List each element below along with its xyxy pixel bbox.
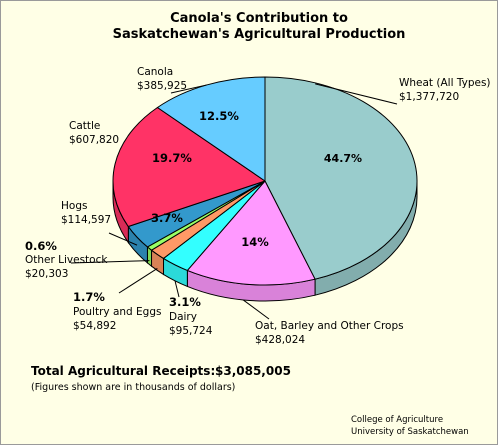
total-value: $3,085,005 [215, 364, 291, 378]
dairy-percent: 3.1% [169, 295, 201, 309]
pie-slice-wheat-all-types [264, 76, 418, 280]
wheat-value: $1,377,720 [399, 91, 459, 103]
leader-line-wheat [315, 83, 398, 105]
other-crops-name: Oat, Barley and Other Crops [255, 320, 404, 332]
credit-line-1: College of Agriculture [351, 415, 443, 425]
cattle-name: Cattle [69, 120, 100, 132]
chart-title-line-2: Saskatchewan's Agricultural Production [113, 27, 406, 42]
canola-value: $385,925 [137, 80, 187, 92]
total-label: Total Agricultural Receipts: [31, 364, 215, 378]
leader-line-dairy [174, 280, 180, 298]
leader-line-canola [170, 84, 207, 94]
hogs-name: Hogs [61, 200, 87, 212]
cattle-value: $607,820 [69, 134, 119, 146]
leader-line-poultry [118, 267, 158, 294]
other-livestock-value: $20,303 [25, 268, 68, 280]
poultry-name: Poultry and Eggs [73, 306, 161, 318]
dairy-name: Dairy [169, 311, 197, 323]
other-crops-value: $428,024 [255, 334, 305, 346]
canola-name: Canola [137, 66, 173, 78]
leader-lines [70, 83, 398, 320]
leader-line-hogs [108, 232, 138, 246]
other-crops-percent: 14% [241, 235, 269, 249]
hogs-value: $114,597 [61, 214, 111, 226]
cattle-percent: 19.7% [152, 151, 192, 165]
figures-note: (Figures shown are in thousands of dolla… [31, 382, 235, 393]
hogs-percent: 3.7% [151, 211, 183, 225]
poultry-value: $54,892 [73, 320, 116, 332]
leader-line-other-crops [242, 299, 270, 320]
other-livestock-name: Other Livestock [25, 254, 108, 266]
other-livestock-percent: 0.6% [25, 239, 57, 253]
leader-line-other-livestock [70, 260, 150, 264]
wheat-name: Wheat (All Types) [399, 77, 491, 89]
pie-tops [112, 76, 418, 286]
dairy-value: $95,724 [169, 325, 213, 337]
poultry-percent: 1.7% [73, 290, 105, 304]
chart-title-line-1: Canola's Contribution to [170, 11, 348, 26]
pie-slice-cattle [112, 107, 266, 228]
wheat-percent: 44.7% [324, 152, 362, 165]
credit-line-2: University of Saskatchewan [351, 427, 469, 437]
canola-percent: 12.5% [199, 109, 239, 123]
pie-slice-oat-barley-and-other-crops [186, 180, 316, 286]
